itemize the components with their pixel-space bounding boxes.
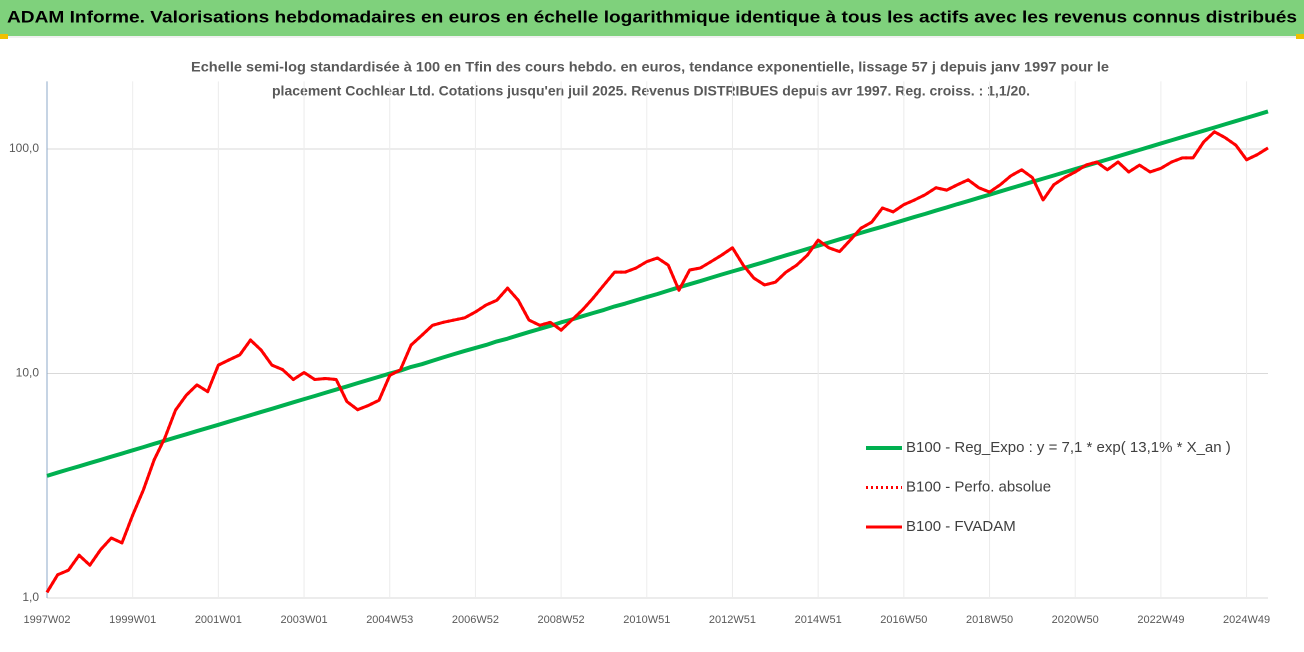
x-tick-label: 1997W02: [23, 614, 70, 626]
x-tick-label: 2012W51: [709, 614, 756, 626]
chart-title: placement Cochlear Ltd. Cotations jusqu'…: [272, 83, 1030, 99]
legend-label: B100 - Perfo. absolue: [906, 478, 1051, 495]
y-tick-label: 100,0: [9, 141, 39, 155]
x-tick-label: 2006W52: [452, 614, 499, 626]
x-tick-label: 2016W50: [880, 614, 927, 626]
x-tick-label: 2010W51: [623, 614, 670, 626]
corner-mark: [1296, 34, 1304, 39]
x-tick-label: 2018W50: [966, 614, 1013, 626]
x-tick-label: 2024W49: [1223, 614, 1270, 626]
series-line: [45, 130, 1269, 594]
x-tick-label: 2020W50: [1052, 614, 1099, 626]
header-bar: [0, 0, 1304, 38]
y-tick-label: 1,0: [22, 590, 39, 604]
x-tick-label: 1999W01: [109, 614, 156, 626]
x-tick-label: 2014W51: [795, 614, 842, 626]
series-line: [45, 130, 1269, 594]
x-tick-label: 2004W53: [366, 614, 413, 626]
x-tick-label: 2022W49: [1137, 614, 1184, 626]
corner-mark: [0, 34, 8, 39]
x-tick-label: 2001W01: [195, 614, 242, 626]
series-line: [46, 109, 1269, 478]
x-tick-label: 2003W01: [281, 614, 328, 626]
legend-label: B100 - Reg_Expo : y = 7,1 * exp( 13,1% *…: [906, 439, 1231, 456]
page-title: ADAM Informe. Valorisations hebdomadaire…: [7, 7, 1297, 26]
y-tick-label: 10,0: [16, 366, 40, 380]
legend-label: B100 - FVADAM: [906, 518, 1016, 535]
x-tick-label: 2008W52: [538, 614, 585, 626]
chart-title: Echelle semi-log standardisée à 100 en T…: [191, 59, 1109, 75]
